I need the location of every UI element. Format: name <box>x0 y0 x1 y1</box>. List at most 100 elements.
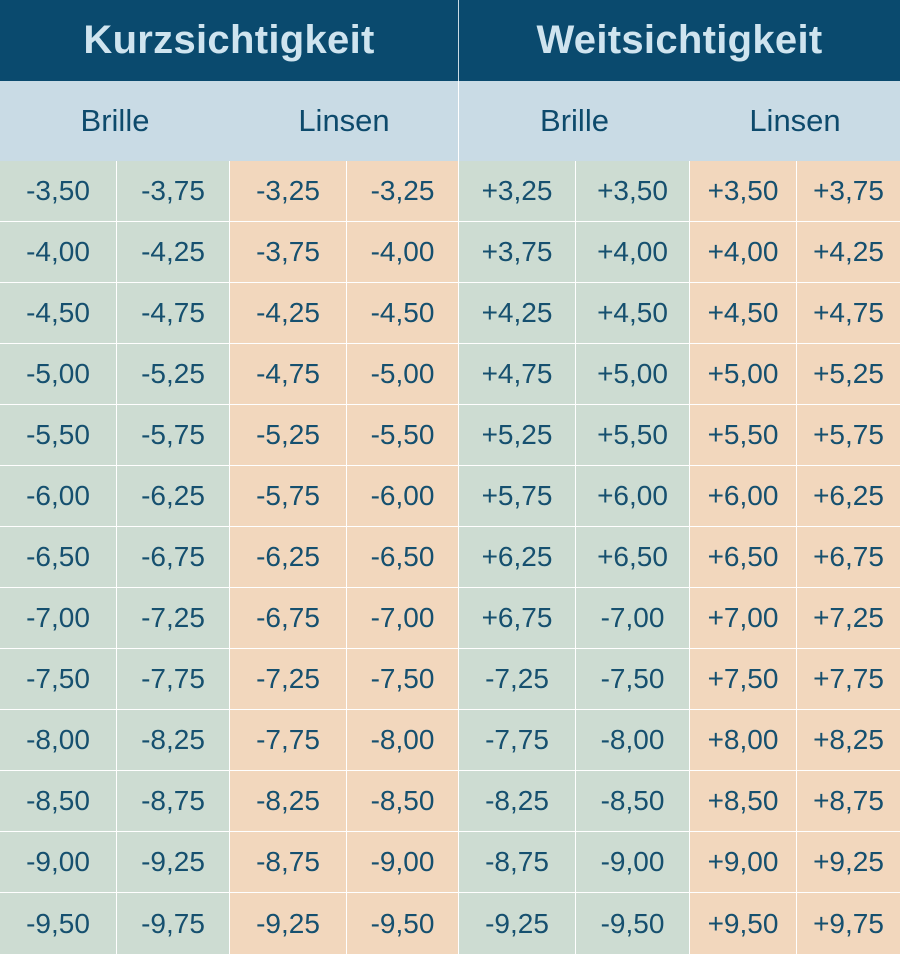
myopia-lenses-cell: -9,00 <box>347 832 459 893</box>
hyperopia-heading: Weitsichtigkeit <box>536 18 823 62</box>
myopia-lenses-cell: -6,25 <box>230 527 347 588</box>
myopia-glasses-cell: -8,00 <box>0 710 117 771</box>
hyperopia-lenses-cell: +7,25 <box>797 588 900 649</box>
myopia-lenses-cell: -4,00 <box>347 222 459 283</box>
myopia-lenses-cell: -5,75 <box>230 466 347 527</box>
myopia-glasses-cell: -8,50 <box>0 771 117 832</box>
myopia-glasses-cell: -7,25 <box>117 588 230 649</box>
hyperopia-lenses-cell: +3,50 <box>690 161 797 222</box>
table-row: -4,50 -4,75 -4,25 -4,50 +4,25 +4,50 +4,50 +4,75 <box>0 283 900 344</box>
hyperopia-lenses-cell: +5,50 <box>690 405 797 466</box>
myopia-lenses-cell: -8,75 <box>230 832 347 893</box>
table-row: -3,50 -3,75 -3,25 -3,25 +3,25 +3,50 +3,50 +3,75 <box>0 161 900 222</box>
myopia-lenses-cell: -7,00 <box>347 588 459 649</box>
hyperopia-glasses-cell: -8,00 <box>576 710 690 771</box>
myopia-glasses-cell: -7,75 <box>117 649 230 710</box>
myopia-lenses-cell: -5,00 <box>347 344 459 405</box>
hyperopia-glasses-cell: -8,75 <box>459 832 576 893</box>
hyperopia-lenses-cell: +7,50 <box>690 649 797 710</box>
myopia-glasses-cell: -6,50 <box>0 527 117 588</box>
myopia-lenses-cell: -4,50 <box>347 283 459 344</box>
hyperopia-lenses-cell: +9,25 <box>797 832 900 893</box>
hyperopia-glasses-cell: -9,50 <box>576 893 690 955</box>
myopia-lenses-cell: -3,25 <box>230 161 347 222</box>
myopia-lenses-cell: -6,50 <box>347 527 459 588</box>
hyperopia-glasses-cell: -7,25 <box>459 649 576 710</box>
hyperopia-glasses-cell: +5,75 <box>459 466 576 527</box>
table-subheader: Brille Linsen Brille Linsen <box>0 81 900 161</box>
myopia-lenses-cell: -6,00 <box>347 466 459 527</box>
myopia-glasses-cell: -3,75 <box>117 161 230 222</box>
table-row: -9,00 -9,25 -8,75 -9,00 -8,75 -9,00 +9,00 +9,25 <box>0 832 900 893</box>
myopia-glasses-cell: -6,25 <box>117 466 230 527</box>
myopia-lenses-cell: -4,75 <box>230 344 347 405</box>
hyperopia-lenses-cell: +4,50 <box>690 283 797 344</box>
myopia-glasses-cell: -4,25 <box>117 222 230 283</box>
hyperopia-glasses-cell: +4,00 <box>576 222 690 283</box>
myopia-glasses-cell: -9,25 <box>117 832 230 893</box>
myopia-glasses-cell: -5,75 <box>117 405 230 466</box>
myopia-glasses-cell: -8,25 <box>117 710 230 771</box>
myopia-glasses-cell: -5,50 <box>0 405 117 466</box>
table-row: -4,00 -4,25 -3,75 -4,00 +3,75 +4,00 +4,00 +4,25 <box>0 222 900 283</box>
hyperopia-glasses-cell: -8,50 <box>576 771 690 832</box>
table-row: -8,00 -8,25 -7,75 -8,00 -7,75 -8,00 +8,00 +8,25 <box>0 710 900 771</box>
hyperopia-glasses-cell: -9,00 <box>576 832 690 893</box>
myopia-lenses-cell: -8,50 <box>347 771 459 832</box>
hyperopia-glasses-cell: -7,75 <box>459 710 576 771</box>
table-row: -6,00 -6,25 -5,75 -6,00 +5,75 +6,00 +6,00 +6,25 <box>0 466 900 527</box>
hyperopia-glasses-cell: -9,25 <box>459 893 576 955</box>
myopia-glasses-cell: -5,00 <box>0 344 117 405</box>
table-row: -7,00 -7,25 -6,75 -7,00 +6,75 -7,00 +7,00 +7,25 <box>0 588 900 649</box>
hyperopia-lenses-cell: +6,25 <box>797 466 900 527</box>
hyperopia-glasses-cell: +6,00 <box>576 466 690 527</box>
hyperopia-glasses-cell: +5,00 <box>576 344 690 405</box>
hyperopia-lenses-cell: +4,75 <box>797 283 900 344</box>
myopia-heading: Kurzsichtigkeit <box>0 0 459 81</box>
table-row: -5,50 -5,75 -5,25 -5,50 +5,25 +5,50 +5,50 +5,75 <box>0 405 900 466</box>
myopia-lenses-cell: -5,25 <box>230 405 347 466</box>
myopia-glasses-cell: -7,50 <box>0 649 117 710</box>
hyperopia-glasses-cell: -8,25 <box>459 771 576 832</box>
myopia-lenses-cell: -4,25 <box>230 283 347 344</box>
hyperopia-lenses-cell: +8,75 <box>797 771 900 832</box>
hyperopia-glasses-cell: +4,50 <box>576 283 690 344</box>
myopia-lenses-cell: -9,25 <box>230 893 347 955</box>
hyperopia-lenses-cell: +9,75 <box>797 893 900 955</box>
myopia-glasses-cell: -3,50 <box>0 161 117 222</box>
hyperopia-lenses-label: Linsen <box>749 103 841 138</box>
hyperopia-glasses-cell: +4,25 <box>459 283 576 344</box>
hyperopia-glasses-cell: +3,25 <box>459 161 576 222</box>
hyperopia-glasses-cell: +6,25 <box>459 527 576 588</box>
hyperopia-glasses-cell: +3,75 <box>459 222 576 283</box>
myopia-glasses-cell: -4,75 <box>117 283 230 344</box>
table-row: -6,50 -6,75 -6,25 -6,50 +6,25 +6,50 +6,50 +6,75 <box>0 527 900 588</box>
hyperopia-lenses-cell: +5,75 <box>797 405 900 466</box>
hyperopia-lenses-cell: +9,00 <box>690 832 797 893</box>
myopia-glasses-cell: -4,00 <box>0 222 117 283</box>
myopia-lenses-cell: -7,75 <box>230 710 347 771</box>
myopia-glasses-cell: -9,00 <box>0 832 117 893</box>
table-body: -3,50 -3,75 -3,25 -3,25 +3,25 +3,50 +3,50 +3,75… <box>0 161 900 955</box>
myopia-lenses-cell: -7,50 <box>347 649 459 710</box>
hyperopia-glasses-cell: +3,50 <box>576 161 690 222</box>
myopia-glasses-cell: -6,75 <box>117 527 230 588</box>
myopia-glasses-cell: -9,50 <box>0 893 117 955</box>
hyperopia-lenses-cell: +6,50 <box>690 527 797 588</box>
hyperopia-glasses-cell: +5,25 <box>459 405 576 466</box>
hyperopia-glasses-cell: +5,50 <box>576 405 690 466</box>
hyperopia-lenses-cell: +8,50 <box>690 771 797 832</box>
hyperopia-lenses-cell: +5,00 <box>690 344 797 405</box>
myopia-lenses-cell: -8,00 <box>347 710 459 771</box>
myopia-lenses-cell: -7,25 <box>230 649 347 710</box>
hyperopia-glasses-cell: +6,75 <box>459 588 576 649</box>
hyperopia-glasses-cell: -7,50 <box>576 649 690 710</box>
table-row: -5,00 -5,25 -4,75 -5,00 +4,75 +5,00 +5,00 +5,25 <box>0 344 900 405</box>
myopia-glasses-cell: -8,75 <box>117 771 230 832</box>
hyperopia-glasses-label: Brille <box>540 103 609 138</box>
myopia-lenses-cell: -6,75 <box>230 588 347 649</box>
table-row: -7,50 -7,75 -7,25 -7,50 -7,25 -7,50 +7,50 +7,75 <box>0 649 900 710</box>
myopia-lenses-cell: -3,25 <box>347 161 459 222</box>
myopia-glasses-cell: -6,00 <box>0 466 117 527</box>
hyperopia-lenses-cell: +3,75 <box>797 161 900 222</box>
